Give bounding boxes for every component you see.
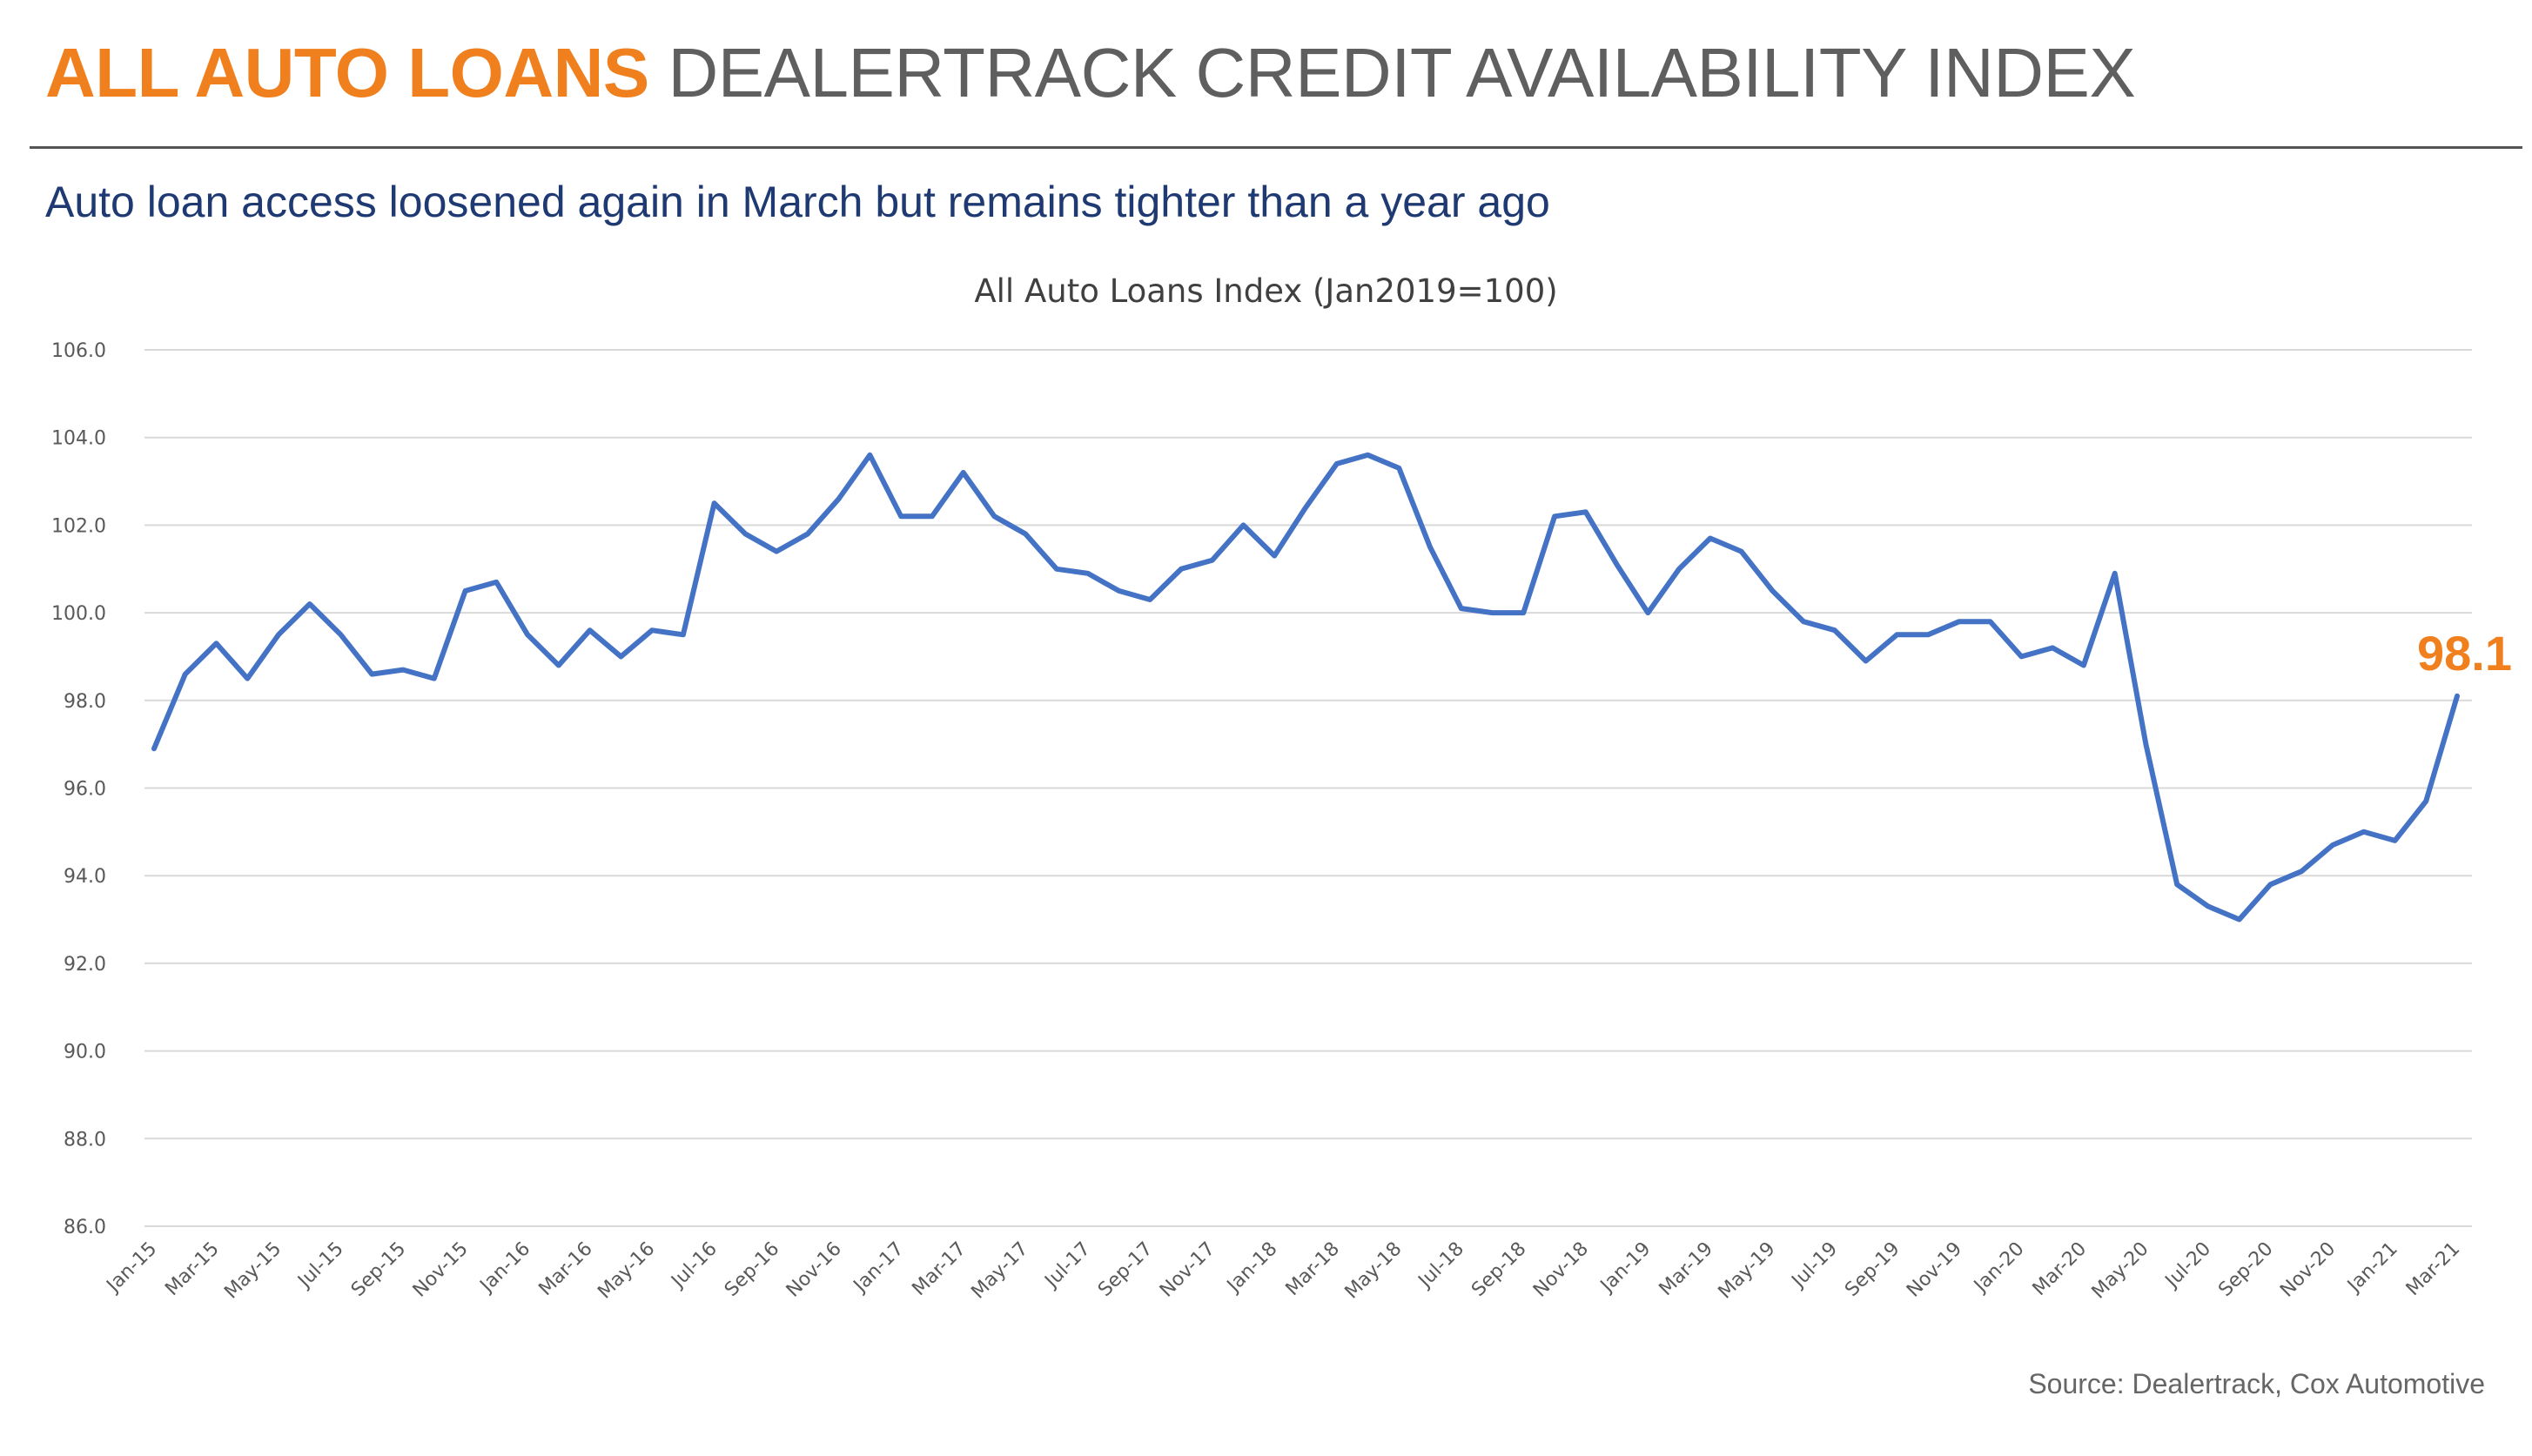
x-tick-label: Jul-16: [667, 1238, 722, 1293]
x-tick-label: Jul-17: [1040, 1238, 1095, 1293]
x-tick-label: Nov-18: [1529, 1238, 1593, 1302]
x-tick-label: Jan-17: [849, 1238, 908, 1298]
x-tick-label: Mar-21: [2402, 1238, 2464, 1300]
x-tick-label: Sep-15: [347, 1238, 410, 1301]
x-tick-label: Mar-16: [534, 1238, 596, 1300]
x-tick-label: Jul-18: [1414, 1238, 1468, 1293]
x-tick-label: Mar-19: [1656, 1238, 1717, 1300]
x-tick-label: Mar-15: [161, 1238, 223, 1300]
y-tick-label: 88.0: [64, 1129, 106, 1151]
x-tick-label: Mar-18: [1282, 1238, 1344, 1300]
x-tick-label: Nov-19: [1903, 1238, 1966, 1302]
x-tick-label: Jan-19: [1595, 1238, 1655, 1298]
x-tick-label: Sep-19: [1841, 1238, 1904, 1301]
x-tick-label: Jan-16: [475, 1238, 534, 1298]
chart-title: All Auto Loans Index (Jan2019=100): [974, 272, 1558, 310]
annotations: 98.1: [2417, 626, 2512, 681]
x-tick-label: Sep-17: [1094, 1238, 1157, 1301]
x-tick-label: Nov-20: [2276, 1238, 2340, 1302]
x-tick-label: Nov-15: [409, 1238, 473, 1302]
page-title: ALL AUTO LOANS DEALERTRACK CREDIT AVAILA…: [45, 30, 2136, 117]
title-divider: [30, 146, 2522, 149]
y-tick-label: 102.0: [51, 515, 106, 537]
title-rest: DEALERTRACK CREDIT AVAILABILITY INDEX: [668, 34, 2136, 111]
y-tick-label: 106.0: [51, 340, 106, 362]
x-tick-label: Jul-19: [1787, 1238, 1842, 1293]
x-tick-label: Mar-17: [908, 1238, 970, 1300]
x-tick-label: May-16: [594, 1238, 659, 1304]
y-axis-ticks: 86.0 88.0 90.0 92.0 94.0 96.0 98.0 100.0 102.0 10…: [51, 340, 106, 1238]
x-tick-label: Sep-16: [721, 1238, 783, 1301]
x-tick-label: May-17: [967, 1238, 1032, 1304]
x-tick-label: Mar-20: [2029, 1238, 2091, 1300]
page-subtitle: Auto loan access loosened again in March…: [45, 178, 1550, 226]
y-tick-label: 94.0: [64, 866, 106, 888]
x-tick-label: May-15: [220, 1238, 285, 1304]
y-tick-label: 86.0: [64, 1217, 106, 1238]
x-tick-label: Jan-20: [1969, 1238, 2028, 1298]
x-tick-label: Jul-15: [293, 1238, 348, 1293]
series-group: [151, 452, 2460, 923]
y-tick-label: 90.0: [64, 1042, 106, 1063]
y-tick-label: 100.0: [51, 603, 106, 625]
x-tick-label: Jan-18: [1222, 1238, 1281, 1298]
end-value-label: 98.1: [2417, 626, 2512, 681]
x-tick-label: Nov-16: [782, 1238, 846, 1302]
y-tick-label: 92.0: [64, 954, 106, 976]
x-tick-label: May-20: [2088, 1238, 2153, 1304]
y-tick-label: 96.0: [64, 779, 106, 801]
x-tick-label: Jan-15: [102, 1238, 161, 1298]
series-line: [151, 452, 2460, 923]
x-tick-label: May-18: [1341, 1238, 1407, 1304]
y-tick-label: 98.0: [64, 691, 106, 713]
x-tick-label: Jul-20: [2160, 1238, 2215, 1293]
x-tick-label: May-19: [1715, 1238, 1780, 1304]
source-note: Source: Dealertrack, Cox Automotive: [2028, 1368, 2485, 1399]
x-tick-label: Nov-17: [1156, 1238, 1219, 1302]
y-tick-label: 104.0: [51, 428, 106, 450]
x-tick-label: Sep-20: [2214, 1238, 2277, 1301]
title-accent: ALL AUTO LOANS: [45, 34, 649, 111]
gridlines: [144, 349, 2472, 1227]
x-tick-label: Jan-21: [2342, 1238, 2401, 1298]
x-tick-label: Sep-18: [1467, 1238, 1530, 1301]
